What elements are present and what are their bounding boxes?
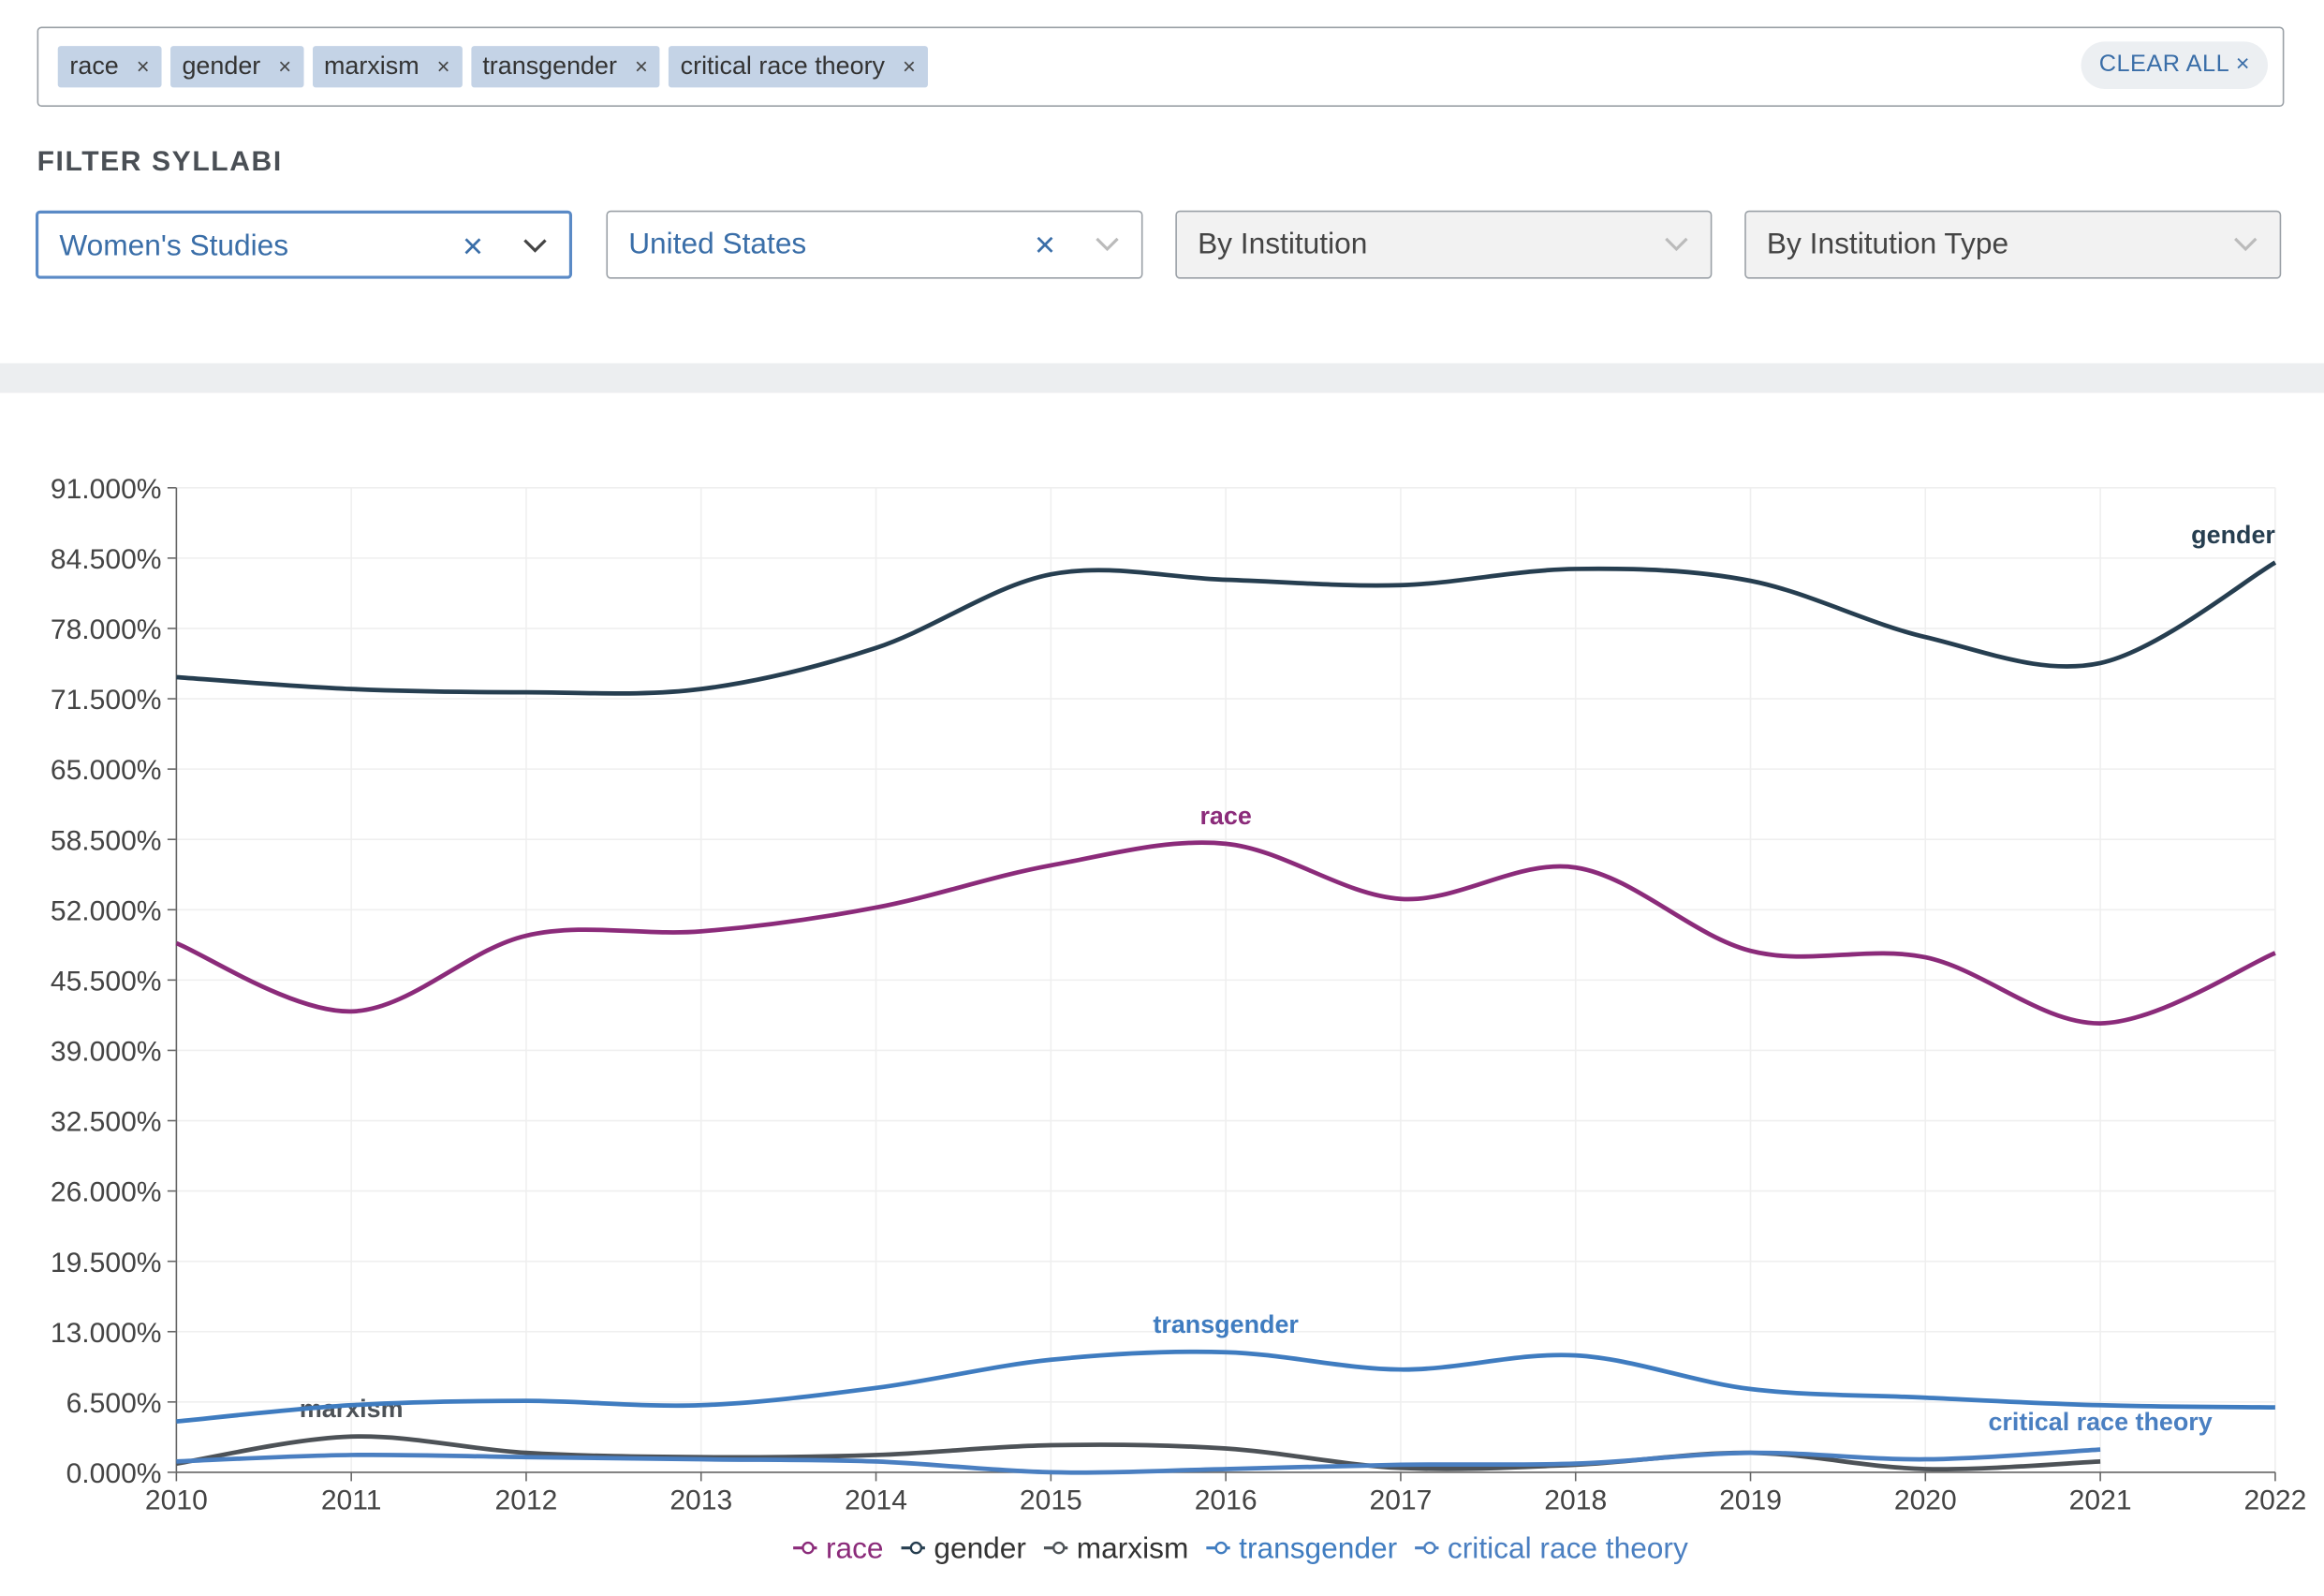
tag-remove[interactable]: ×: [136, 53, 150, 80]
divider: [0, 362, 2324, 393]
x-tick-label: 2013: [669, 1485, 732, 1515]
tag[interactable]: marxism ×: [312, 46, 463, 88]
x-tick-label: 2017: [1369, 1485, 1432, 1515]
dropdown[interactable]: By Institution: [1175, 210, 1713, 279]
y-tick-label: 26.000%: [51, 1177, 162, 1208]
x-tick-label: 2021: [2069, 1485, 2132, 1515]
legend-item: critical race theory: [1415, 1531, 1688, 1565]
tag-text: marxism: [323, 52, 419, 81]
series-label: race: [1199, 802, 1251, 830]
y-tick-label: 52.000%: [51, 895, 162, 926]
series-label: critical race theory: [1988, 1408, 2212, 1436]
tag[interactable]: transgender ×: [470, 46, 660, 88]
x-tick-label: 2016: [1195, 1485, 1258, 1515]
legend-marker: [909, 1541, 923, 1555]
y-tick-label: 71.500%: [51, 685, 162, 716]
dropdown-clear[interactable]: ×: [1034, 225, 1056, 266]
tag-text: transgender: [482, 52, 617, 81]
dropdown-text: United States: [628, 228, 807, 261]
dropdown-text: By Institution: [1198, 228, 1368, 261]
tag-remove[interactable]: ×: [902, 53, 916, 80]
clear-all-text: CLEAR ALL: [2098, 52, 2229, 78]
legend-item: race: [793, 1531, 884, 1565]
series-line: [175, 840, 2276, 1026]
clear-all-button[interactable]: CLEAR ALL ×: [2081, 41, 2268, 89]
legend-marker: [1214, 1541, 1228, 1555]
x-tick-label: 2020: [1894, 1485, 1957, 1515]
legend-item: transgender: [1206, 1531, 1398, 1565]
legend-label: marxism: [1077, 1531, 1189, 1565]
y-tick-label: 45.500%: [51, 966, 162, 997]
legend-marker: [1052, 1541, 1066, 1555]
tag-remove[interactable]: ×: [436, 53, 450, 80]
tag-remove[interactable]: ×: [278, 53, 292, 80]
series-label: transgender: [1153, 1310, 1299, 1338]
y-tick-label: 91.000%: [51, 474, 162, 505]
tag-list: race × gender × marxism × transgender × critical…: [57, 46, 928, 88]
y-tick-label: 19.500%: [51, 1248, 162, 1278]
series-line: [176, 560, 2277, 696]
legend-marker: [802, 1541, 815, 1555]
x-tick-label: 2019: [1719, 1485, 1782, 1515]
chevron: [2234, 237, 2258, 252]
x-tick-label: 2022: [2243, 1485, 2306, 1515]
tag-text: gender: [182, 52, 261, 81]
y-tick-label: 78.000%: [51, 614, 162, 645]
x-tick-label: 2012: [495, 1485, 558, 1515]
y-tick-label: 13.000%: [51, 1318, 162, 1349]
tag[interactable]: gender ×: [169, 46, 303, 88]
series-line: [176, 1447, 2101, 1475]
y-tick-label: 84.500%: [51, 544, 162, 575]
x-tick-label: 2018: [1544, 1485, 1607, 1515]
filter-label: FILTER SYLLABI: [37, 146, 283, 178]
tag[interactable]: critical race theory ×: [668, 46, 928, 88]
y-tick-label: 58.500%: [51, 825, 162, 856]
y-tick-label: 6.500%: [66, 1388, 162, 1419]
chevron: [1096, 237, 1119, 252]
chevron: [523, 239, 547, 253]
legend-marker: [1423, 1541, 1436, 1555]
y-tick-label: 0.000%: [66, 1458, 162, 1489]
legend-label: race: [826, 1531, 884, 1565]
dropdown[interactable]: Women's Studies ×: [35, 210, 573, 279]
legend-label: gender: [934, 1531, 1026, 1565]
y-tick-label: 39.000%: [51, 1037, 162, 1068]
x-tick-label: 2015: [1020, 1485, 1082, 1515]
dropdown[interactable]: United States ×: [606, 210, 1143, 279]
legend-label: critical race theory: [1448, 1531, 1688, 1565]
legend-item: marxism: [1043, 1531, 1189, 1565]
x-tick-label: 2011: [321, 1485, 382, 1515]
legend-label: transgender: [1239, 1531, 1397, 1565]
y-tick-label: 65.000%: [51, 755, 162, 786]
chevron: [1665, 237, 1688, 252]
tag[interactable]: race ×: [57, 46, 162, 88]
dropdown-clear[interactable]: ×: [462, 227, 484, 267]
dropdown-text: Women's Studies: [59, 229, 289, 263]
x-tick-label: 2014: [845, 1485, 907, 1515]
series-label: gender: [2191, 521, 2275, 549]
tag-text: race: [69, 52, 119, 81]
tag-remove[interactable]: ×: [634, 53, 648, 80]
dropdown-text: By Institution Type: [1766, 228, 2009, 261]
y-tick-label: 32.500%: [51, 1107, 162, 1138]
x-tick-label: 2010: [145, 1485, 208, 1515]
legend-item: gender: [901, 1531, 1026, 1565]
series-line: [176, 1349, 2275, 1424]
dropdown[interactable]: By Institution Type: [1744, 210, 2282, 279]
tag-input[interactable]: race × gender × marxism × transgender × critical…: [37, 26, 2285, 107]
tag-text: critical race theory: [680, 52, 886, 81]
